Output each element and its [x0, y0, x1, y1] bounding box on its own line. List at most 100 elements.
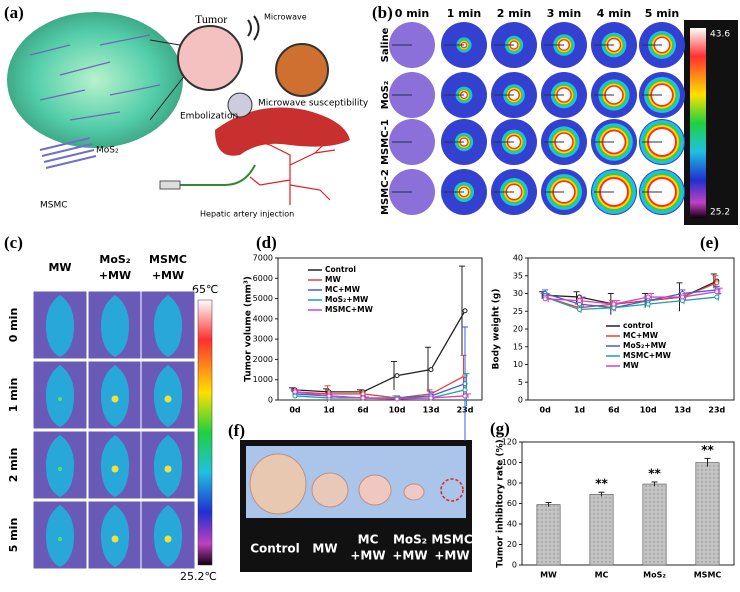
x-tick-label: 13d — [674, 406, 691, 415]
x-tick-label: MSMC — [694, 571, 722, 580]
column-label: 0 min — [395, 7, 430, 20]
y-tick-label: 3000 — [253, 335, 273, 344]
label: MoS₂ — [96, 146, 119, 156]
sample-label: +MW — [392, 549, 427, 563]
sample-label: MW — [312, 542, 337, 556]
liver — [215, 107, 350, 156]
hot-spot — [58, 467, 62, 471]
connector — [149, 74, 186, 121]
label: Microwave — [264, 13, 307, 22]
panel-label: (g) — [490, 419, 510, 438]
point — [714, 294, 720, 300]
column-label: +MW — [152, 269, 184, 282]
point — [326, 393, 332, 399]
legend-label: MC+MW — [623, 331, 659, 340]
mouse — [154, 295, 182, 357]
annotation: ** — [701, 443, 714, 457]
y-tick-label: 35 — [513, 271, 523, 280]
x-tick-label: 1d — [574, 406, 586, 415]
wave-icon — [247, 15, 260, 41]
legend-label: MoS₂+MW — [623, 341, 667, 350]
column-label: 1 min — [447, 7, 482, 20]
panel-f: (f) Control MW MC +MW MoS₂ +MW MSMC +MW — [228, 421, 473, 572]
tumor — [249, 453, 307, 515]
tumor — [358, 474, 392, 506]
point — [611, 301, 617, 307]
hot-spot — [111, 395, 119, 403]
x-tick-label: 0d — [289, 406, 301, 415]
point — [428, 395, 434, 401]
panel-b: (b) 43.6 25.2 0 min 1 min 2 min 3 min 4 min 5… — [372, 3, 738, 225]
y-tick-label: 7000 — [253, 254, 273, 263]
hot-spot — [164, 395, 172, 403]
sample-label: MSMC — [431, 533, 473, 547]
legend-label: MSMC+MW — [325, 305, 374, 314]
x-tick-label: MW — [540, 571, 557, 580]
column-label: MW — [48, 261, 71, 274]
point — [292, 393, 298, 399]
x-tick-label: 13d — [423, 406, 440, 415]
label: Tumor — [195, 12, 227, 26]
legend-label: MC+MW — [325, 285, 361, 294]
mouse — [46, 435, 74, 497]
y-tick-label: 0 — [512, 561, 517, 570]
scale-min: 25.2℃ — [180, 570, 217, 583]
column-label: 2 min — [497, 7, 532, 20]
point — [680, 294, 685, 300]
annotation: ** — [595, 477, 608, 491]
label: MSMC — [40, 201, 68, 211]
point — [462, 387, 468, 393]
point — [360, 395, 366, 401]
series-line — [544, 296, 717, 311]
point — [462, 393, 468, 399]
column-label: 3 min — [547, 7, 582, 20]
empty-marker — [440, 478, 464, 502]
label: Hepatic artery injection — [200, 210, 294, 219]
y-tick-label: 20 — [507, 540, 517, 549]
bar — [642, 483, 667, 566]
sample-label: +MW — [350, 549, 385, 563]
tumor-circle — [177, 25, 243, 91]
bar — [695, 462, 720, 566]
column-label: MoS₂ — [99, 253, 130, 266]
row-label: MSMC-1 — [380, 119, 391, 165]
y-axis-label: Tumor volume (mm³) — [244, 276, 254, 382]
y-tick-label: 100 — [502, 458, 517, 467]
point — [360, 391, 366, 397]
sheets — [29, 34, 161, 121]
x-tick-label: 1d — [323, 406, 335, 415]
msmc-sphere — [7, 12, 183, 148]
x-tick-label: MC — [595, 571, 609, 580]
plot-frame — [277, 257, 483, 401]
point — [292, 389, 298, 395]
y-tick-label: 60 — [507, 499, 517, 508]
sample-label: Control — [250, 542, 300, 556]
series-line — [294, 391, 466, 400]
point — [714, 280, 720, 286]
scale-min: 25.2 — [710, 208, 730, 218]
hot-spot — [58, 397, 62, 401]
point — [394, 373, 400, 379]
x-tick-label: 6d — [357, 406, 369, 415]
series-line — [544, 289, 717, 309]
sample-label: MC — [358, 533, 379, 547]
mouse — [46, 505, 74, 567]
panel-label: (f) — [228, 421, 245, 440]
y-tick-label: 40 — [513, 254, 523, 263]
y-tick-label: 0 — [518, 396, 523, 405]
x-tick-label: 0d — [540, 406, 552, 415]
y-tick-label: 6000 — [253, 274, 273, 283]
chart-bar: (g)Tumor inhibitory rate (%) 0 20 40 60 80 100… — [490, 419, 735, 580]
hot-spot — [111, 465, 119, 473]
series-line — [294, 310, 466, 393]
x-tick-label: 10d — [640, 406, 657, 415]
panel-label: (c) — [4, 233, 23, 252]
x-tick-label: 23d — [708, 406, 725, 415]
row-label: Saline — [380, 27, 391, 62]
y-tick-label: 25 — [513, 307, 523, 316]
y-tick-label: 2000 — [253, 355, 273, 364]
y-tick-label: 20 — [513, 325, 523, 334]
point — [645, 294, 651, 300]
